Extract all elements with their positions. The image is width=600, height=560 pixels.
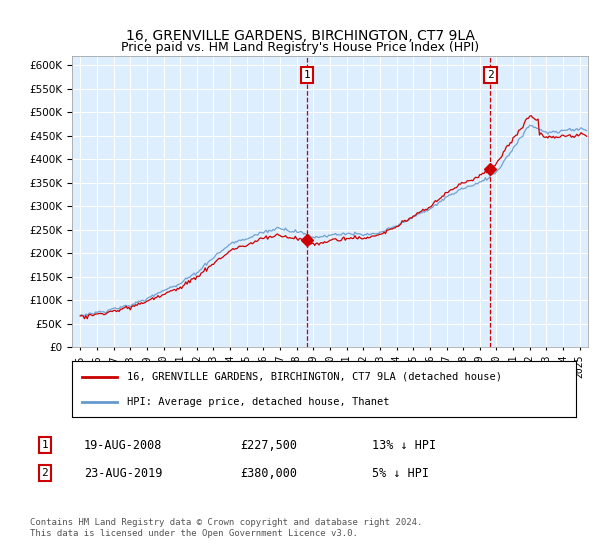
- Text: 5% ↓ HPI: 5% ↓ HPI: [372, 466, 429, 480]
- Text: 23-AUG-2019: 23-AUG-2019: [84, 466, 163, 480]
- Text: 1: 1: [41, 440, 49, 450]
- Text: 13% ↓ HPI: 13% ↓ HPI: [372, 438, 436, 452]
- Text: 16, GRENVILLE GARDENS, BIRCHINGTON, CT7 9LA: 16, GRENVILLE GARDENS, BIRCHINGTON, CT7 …: [125, 29, 475, 44]
- Text: HPI: Average price, detached house, Thanet: HPI: Average price, detached house, Than…: [127, 396, 390, 407]
- Text: 2: 2: [487, 70, 494, 80]
- Text: £380,000: £380,000: [240, 466, 297, 480]
- Text: 1: 1: [304, 70, 311, 80]
- Text: Price paid vs. HM Land Registry's House Price Index (HPI): Price paid vs. HM Land Registry's House …: [121, 41, 479, 54]
- Text: £227,500: £227,500: [240, 438, 297, 452]
- Text: 19-AUG-2008: 19-AUG-2008: [84, 438, 163, 452]
- Text: Contains HM Land Registry data © Crown copyright and database right 2024.
This d: Contains HM Land Registry data © Crown c…: [30, 518, 422, 538]
- Text: 2: 2: [41, 468, 49, 478]
- Text: 16, GRENVILLE GARDENS, BIRCHINGTON, CT7 9LA (detached house): 16, GRENVILLE GARDENS, BIRCHINGTON, CT7 …: [127, 372, 502, 382]
